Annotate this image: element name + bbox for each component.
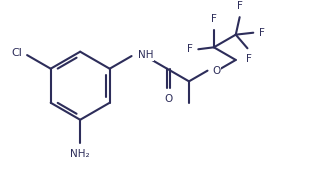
Text: F: F <box>237 1 243 11</box>
Text: F: F <box>186 44 192 54</box>
Text: F: F <box>259 28 265 38</box>
Text: F: F <box>211 14 217 24</box>
Text: NH₂: NH₂ <box>70 149 90 159</box>
Text: Cl: Cl <box>11 48 22 58</box>
Text: NH: NH <box>138 50 154 60</box>
Text: O: O <box>164 94 173 104</box>
Text: F: F <box>246 54 252 64</box>
Text: O: O <box>212 66 220 76</box>
